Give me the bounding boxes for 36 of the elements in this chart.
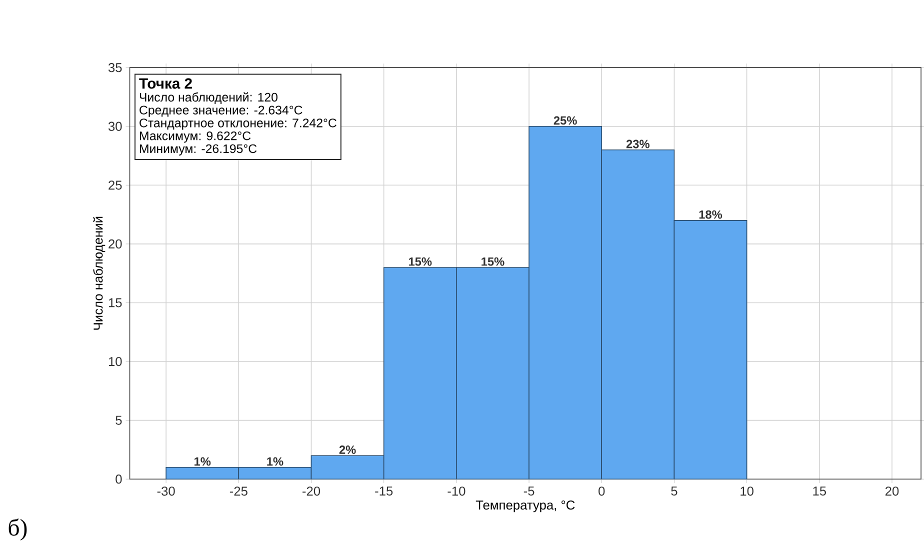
x-tick-label: 20 [885, 486, 899, 496]
y-tick-label: 35 [108, 63, 122, 72]
annotation: Максимум: 9.622°C [140, 132, 251, 143]
annotation: Среднее значение: -2.634°C [140, 106, 302, 118]
annotation: 2% [339, 446, 356, 454]
x-tick-label: -5 [524, 486, 534, 496]
x-tick-label: 15 [813, 486, 826, 496]
annotation: Минимум: -26.195°C [140, 144, 257, 156]
annotation: 23% [626, 140, 650, 148]
annotation: Стандартное отклонение: 7.242°C [140, 118, 336, 130]
y-tick-label: 0 [116, 474, 122, 484]
x-tick-label: -30 [157, 486, 175, 496]
annotation: 1% [267, 457, 284, 466]
annotation: 15% [482, 258, 504, 266]
annotation: 18% [699, 210, 722, 219]
y-tick-label: 25 [108, 180, 122, 190]
y-tick-label: 5 [116, 416, 122, 425]
x-tick-label: 5 [671, 486, 678, 496]
x-tick-label: -10 [448, 486, 466, 496]
y-tick-label: 10 [108, 357, 122, 366]
x-tick-label: 10 [740, 486, 754, 496]
y-tick-label: 30 [108, 122, 122, 132]
x-tick-label: 0 [598, 486, 605, 496]
annotation: 1% [194, 457, 211, 466]
text: б) [8, 518, 27, 541]
x-tick-label: -25 [230, 486, 248, 496]
y-tick-label: 15 [108, 298, 122, 308]
annotation: Число наблюдений: 120 [140, 92, 278, 104]
annotation: 15% [408, 258, 432, 266]
y-tick-label: 20 [108, 240, 122, 249]
annotation: 25% [554, 116, 577, 125]
x-tick-label: -15 [375, 486, 393, 496]
y-axis-title: Число наблюдений [93, 217, 106, 330]
annotation: Точка 2 [139, 78, 192, 89]
x-tick-label: -20 [302, 486, 320, 496]
x-axis-title: Температура, °C [476, 500, 575, 512]
